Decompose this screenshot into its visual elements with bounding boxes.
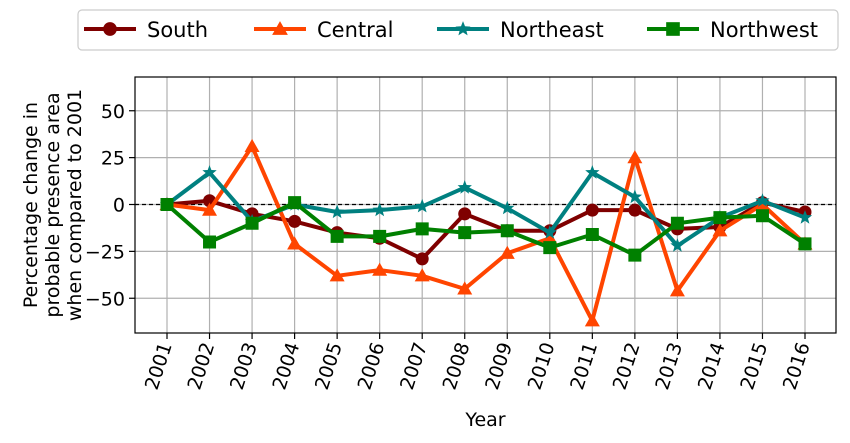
data-point-northwest xyxy=(373,229,387,243)
data-point-central xyxy=(287,236,303,250)
data-point-central xyxy=(372,262,388,276)
data-point-northwest xyxy=(755,209,769,223)
x-tick-label: 2008 xyxy=(439,340,475,393)
data-point-northwest xyxy=(330,229,344,243)
y-axis-label-line: when compared to 2001 xyxy=(64,89,86,321)
series-line-northeast xyxy=(165,170,806,248)
data-point-south xyxy=(288,214,302,228)
data-point-northwest xyxy=(713,211,727,225)
legend-label-central: Central xyxy=(317,18,393,42)
data-point-northeast xyxy=(415,198,430,213)
data-point-south xyxy=(415,252,429,266)
legend-label-south: South xyxy=(147,18,208,42)
x-tick-label: 2011 xyxy=(566,340,602,393)
legend-item-northeast: Northeast xyxy=(437,18,604,42)
x-tick-label: 2004 xyxy=(268,340,304,393)
y-tick-label: −25 xyxy=(85,241,125,263)
series-layer xyxy=(159,138,813,327)
legend-label-northeast: Northeast xyxy=(500,18,604,42)
data-point-northwest xyxy=(245,216,259,230)
data-point-northeast xyxy=(670,238,685,252)
data-point-central xyxy=(202,202,218,216)
data-point-northwest xyxy=(458,226,472,240)
x-tick-label: 2010 xyxy=(524,340,560,393)
y-tick-label: −50 xyxy=(85,288,125,310)
legend-marker-central xyxy=(272,21,288,35)
data-point-northwest xyxy=(628,248,642,262)
data-point-northwest xyxy=(543,241,557,255)
data-point-central xyxy=(584,313,600,327)
data-point-central xyxy=(542,230,558,244)
series-line-central xyxy=(166,144,807,323)
y-tick-label: 50 xyxy=(101,101,125,123)
data-point-northeast xyxy=(755,193,770,207)
data-point-northeast xyxy=(797,210,813,224)
x-tick-label: 2016 xyxy=(779,340,815,393)
x-tick-label: 2003 xyxy=(226,340,262,393)
data-point-northwest xyxy=(798,237,812,251)
data-point-northwest xyxy=(670,216,684,230)
data-point-central xyxy=(457,281,473,295)
legend: South Central Northeast Northwest xyxy=(77,9,839,51)
legend-marker-south xyxy=(103,22,117,36)
data-point-northeast xyxy=(330,204,345,219)
data-point-northeast xyxy=(585,165,600,179)
x-tick-label: 2014 xyxy=(694,340,730,393)
x-tick-label: 2005 xyxy=(311,340,347,393)
data-point-south xyxy=(628,203,642,217)
data-point-northwest xyxy=(500,224,514,238)
data-point-central xyxy=(627,150,643,164)
data-point-northeast xyxy=(500,200,515,215)
data-point-central xyxy=(669,283,685,297)
data-point-northwest xyxy=(203,235,217,249)
data-point-south xyxy=(458,207,472,221)
legend-marker-northeast xyxy=(455,21,471,36)
legend-marker-northwest xyxy=(666,22,680,36)
data-point-northeast xyxy=(627,189,642,204)
data-point-south xyxy=(585,203,599,217)
y-axis-label-line: Percentage change in xyxy=(20,102,42,308)
legend-item-south: South xyxy=(84,18,208,42)
x-tick-label: 2007 xyxy=(396,340,432,393)
y-tick-label: 25 xyxy=(101,148,125,170)
x-tick-label: 2013 xyxy=(651,340,687,393)
data-point-central xyxy=(414,268,430,282)
x-tick-label: 2012 xyxy=(609,340,645,393)
data-point-northeast xyxy=(542,225,557,239)
y-tick-label: 0 xyxy=(113,195,125,217)
data-point-northeast xyxy=(202,165,217,179)
x-axis-label: Year xyxy=(464,409,505,431)
data-point-central xyxy=(329,268,345,282)
data-point-northwest xyxy=(160,198,174,211)
data-point-northeast xyxy=(372,202,387,217)
data-point-northwest xyxy=(288,196,302,210)
x-axis-ticks: 2001 2002 2003 2004 2005 2006 2007 2008 2009 2010… xyxy=(141,333,815,393)
data-point-northwest xyxy=(415,222,429,236)
x-tick-label: 2015 xyxy=(736,340,772,393)
data-point-central xyxy=(499,245,515,259)
legend-item-central: Central xyxy=(254,18,393,42)
series-northwest xyxy=(160,196,812,262)
y-axis-label: Percentage change in probable presence ar… xyxy=(20,89,86,321)
y-axis-ticks: 50 25 0 −25 −50 xyxy=(85,101,135,310)
data-point-northeast xyxy=(457,180,472,194)
legend-item-northwest: Northwest xyxy=(647,18,818,42)
x-tick-label: 2002 xyxy=(183,340,219,393)
x-tick-label: 2001 xyxy=(141,340,177,393)
x-tick-label: 2009 xyxy=(481,340,517,393)
series-line-northwest xyxy=(165,200,807,258)
legend-label-northwest: Northwest xyxy=(710,18,818,42)
series-line-south xyxy=(166,198,806,261)
data-point-central xyxy=(712,223,728,237)
x-tick-label: 2006 xyxy=(354,340,390,393)
data-point-northwest xyxy=(585,228,599,241)
data-point-central xyxy=(244,138,260,152)
y-axis-label-line: probable presence area xyxy=(42,92,64,317)
